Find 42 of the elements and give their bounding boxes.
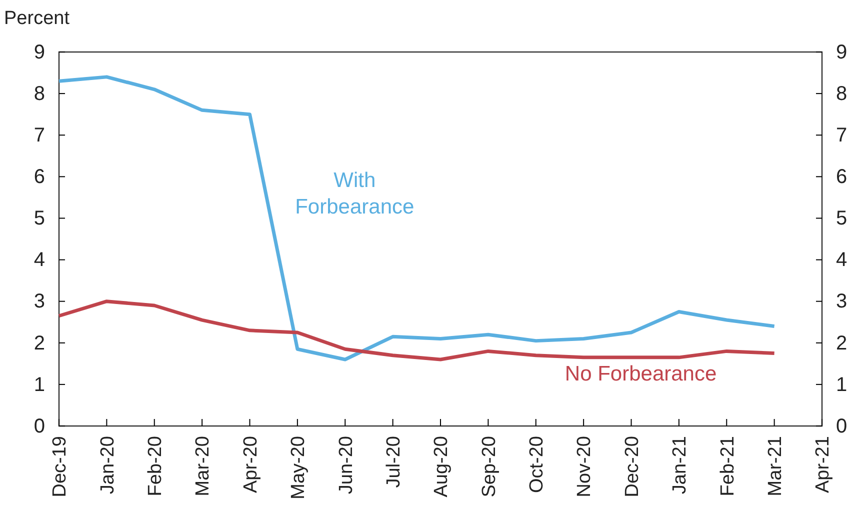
y-axis-title: Percent <box>4 8 70 29</box>
y-tick-label: 3 <box>34 290 45 313</box>
y-tick-label: 7 <box>34 124 45 147</box>
y-tick-label: 9 <box>34 41 45 64</box>
y2-tick-label: 8 <box>836 82 848 105</box>
line-series <box>57 75 776 362</box>
x-tick-label: Jan-20 <box>97 436 118 494</box>
x-tick-label: Mar-20 <box>192 436 214 496</box>
x-tick-label: Jan-21 <box>670 436 691 494</box>
y2-tick-label: 1 <box>836 374 848 396</box>
y2-tick-label: 2 <box>836 332 848 354</box>
x-tick-label: Jun-20 <box>336 436 357 494</box>
series-label: With Forbearance <box>295 169 414 218</box>
y2-tick-label: 7 <box>836 124 848 147</box>
x-tick-label: Feb-20 <box>145 436 166 496</box>
y-tick-label: 0 <box>34 415 45 438</box>
y2-tick-label: 3 <box>836 290 848 313</box>
y-tick-label: 5 <box>34 208 45 230</box>
x-tick-label: May-20 <box>288 436 310 500</box>
x-tick-label: Apr-20 <box>240 436 262 494</box>
x-tick-label: Jul-20 <box>383 436 404 488</box>
y-tick-label: 1 <box>34 374 45 396</box>
y2-tick-label: 0 <box>836 415 848 438</box>
y2-tick-label: 5 <box>836 208 848 230</box>
y-tick-label: 6 <box>34 166 45 188</box>
x-tick-label: Feb-21 <box>717 436 738 496</box>
x-tick-label: Aug-20 <box>431 436 452 498</box>
line-series <box>57 300 776 362</box>
y-tick-label: 8 <box>34 82 45 105</box>
x-tick-label: Dec-20 <box>622 436 643 498</box>
x-tick-label: Oct-20 <box>526 436 548 494</box>
x-tick-label: Apr-21 <box>812 436 834 494</box>
x-tick-label: Sep-20 <box>478 436 500 498</box>
y2-tick-label: 4 <box>836 249 848 272</box>
x-tick-label: Dec-19 <box>50 436 71 498</box>
x-tick-label: Mar-21 <box>764 436 786 496</box>
x-tick-label: Nov-20 <box>574 436 596 498</box>
y-tick-label: 4 <box>34 249 45 272</box>
series-label: No Forbearance <box>564 362 717 386</box>
y2-tick-label: 9 <box>836 41 848 64</box>
y-tick-label: 2 <box>34 332 45 354</box>
y2-tick-label: 6 <box>836 166 848 188</box>
